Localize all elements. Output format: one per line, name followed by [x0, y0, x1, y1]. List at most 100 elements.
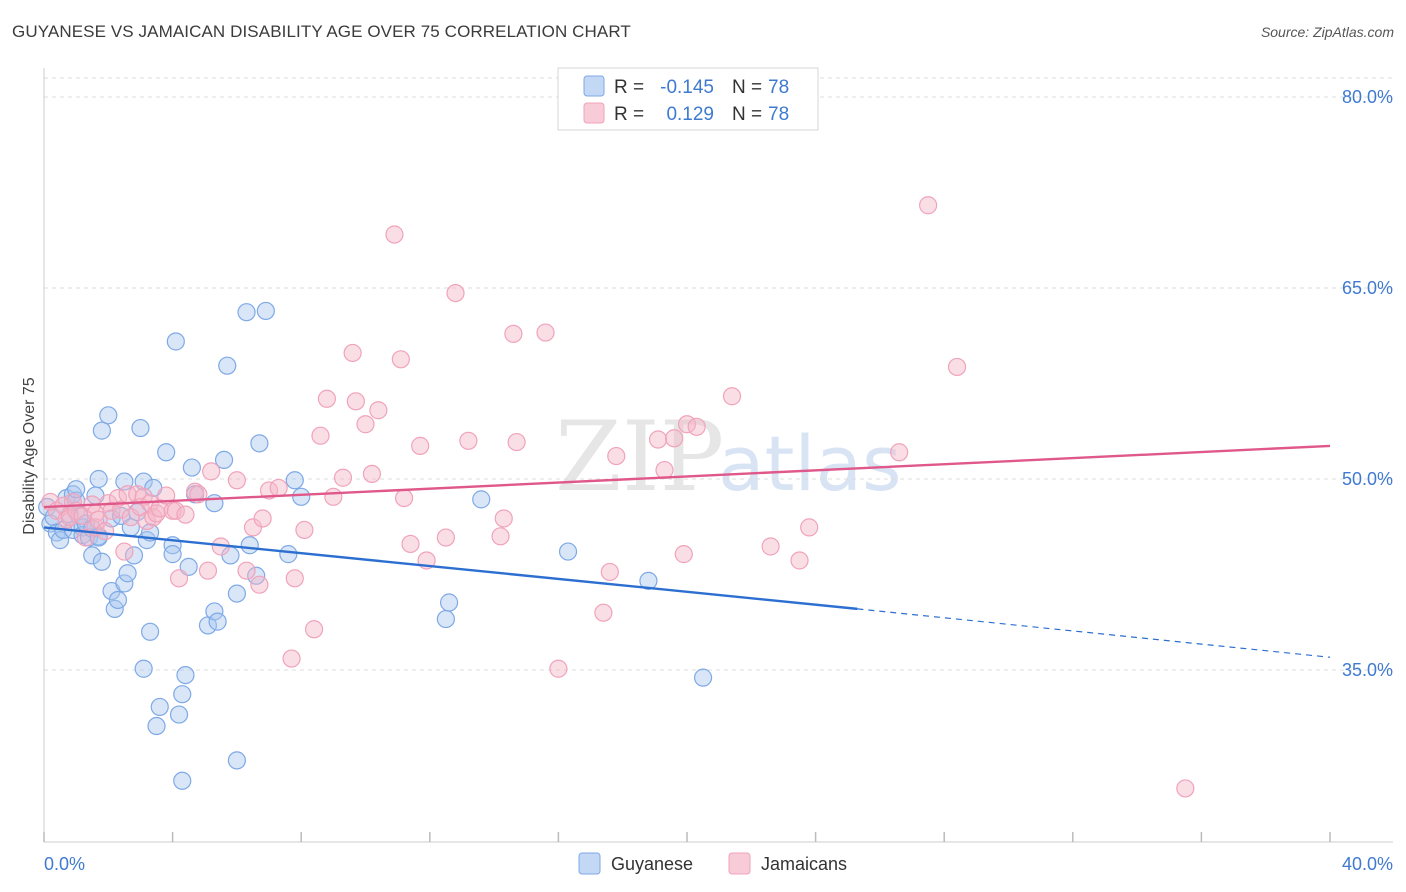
- point-guyanese: [157, 443, 176, 462]
- point-guyanese: [134, 659, 153, 678]
- point-jamaicans: [459, 431, 478, 450]
- point-jamaicans: [311, 426, 330, 445]
- point-jamaicans: [369, 401, 388, 420]
- point-guyanese: [436, 609, 455, 629]
- legend-n-label-guyanese: N =: [732, 77, 762, 98]
- legend-swatch-guyanese: [583, 75, 605, 97]
- point-jamaicans: [176, 505, 195, 524]
- point-jamaicans: [202, 462, 221, 481]
- point-guyanese: [472, 490, 491, 509]
- point-jamaicans: [295, 520, 314, 540]
- data-points: [38, 196, 1195, 798]
- point-guyanese: [92, 421, 111, 440]
- point-jamaicans: [411, 436, 430, 455]
- point-jamaicans: [285, 569, 304, 588]
- legend-swatch-jamaicans: [583, 102, 605, 124]
- point-guyanese: [693, 668, 713, 687]
- point-guyanese: [92, 552, 111, 571]
- y-tick-label: 50.0%: [1342, 469, 1393, 489]
- x-tick-label-max: 40.0%: [1342, 854, 1393, 874]
- y-tick-label: 65.0%: [1342, 278, 1393, 298]
- x-tick-label-min: 0.0%: [44, 854, 85, 874]
- trend-line-extension-guyanese: [857, 608, 1331, 658]
- grid-lines: [44, 77, 1393, 671]
- point-guyanese: [115, 574, 134, 593]
- point-jamaicans: [494, 509, 513, 528]
- point-guyanese: [83, 546, 102, 565]
- point-jamaicans: [687, 417, 706, 436]
- point-guyanese: [108, 590, 128, 610]
- point-jamaicans: [594, 603, 613, 622]
- point-guyanese: [205, 494, 224, 513]
- point-jamaicans: [343, 343, 362, 363]
- point-jamaicans: [115, 542, 134, 561]
- point-jamaicans: [648, 430, 668, 449]
- legend-r-value-guyanese: -0.145: [660, 77, 714, 98]
- point-guyanese: [124, 546, 144, 565]
- point-guyanese: [173, 771, 192, 790]
- point-jamaicans: [250, 575, 269, 594]
- legend-label-jamaicans: Jamaicans: [761, 854, 847, 874]
- legend-n-label-jamaicans: N =: [732, 104, 762, 125]
- legend-r-value-jamaicans: 0.129: [666, 104, 714, 125]
- trend-lines: [43, 444, 1331, 658]
- point-jamaicans: [198, 561, 218, 580]
- point-guyanese: [50, 531, 70, 550]
- point-jamaicans: [507, 432, 526, 452]
- point-jamaicans: [761, 537, 780, 556]
- point-guyanese: [214, 450, 234, 469]
- y-axis-tick-labels: 35.0% 50.0% 65.0% 80.0%: [1342, 87, 1393, 680]
- point-jamaicans: [317, 389, 337, 408]
- point-jamaicans: [362, 464, 382, 484]
- point-jamaicans: [385, 225, 404, 244]
- point-jamaicans: [253, 509, 272, 528]
- source-credit: Source: ZipAtlas.com: [1260, 24, 1394, 40]
- point-guyanese: [89, 469, 108, 489]
- point-guyanese: [227, 751, 246, 770]
- point-guyanese: [176, 665, 195, 685]
- point-guyanese: [237, 303, 256, 322]
- point-jamaicans: [333, 468, 353, 487]
- point-guyanese: [99, 406, 118, 425]
- point-jamaicans: [607, 446, 626, 466]
- correlation-legend: R = -0.145 N = 78 R = 0.129 N = 78: [557, 67, 819, 131]
- point-jamaicans: [722, 387, 742, 406]
- point-jamaicans: [269, 478, 288, 498]
- point-guyanese: [205, 602, 224, 621]
- point-guyanese: [147, 716, 166, 736]
- point-jamaicans: [112, 500, 131, 519]
- point-jamaicans: [665, 429, 684, 448]
- legend-n-value-jamaicans: 78: [768, 104, 789, 125]
- point-guyanese: [208, 612, 227, 631]
- point-guyanese: [118, 564, 137, 583]
- point-guyanese: [163, 545, 182, 564]
- point-guyanese: [169, 705, 189, 724]
- legend-label-guyanese: Guyanese: [611, 854, 693, 874]
- point-jamaicans: [549, 659, 568, 678]
- point-jamaicans: [394, 489, 414, 508]
- point-guyanese: [250, 434, 269, 453]
- point-guyanese: [140, 622, 160, 641]
- point-jamaicans: [157, 486, 176, 505]
- point-jamaicans: [324, 487, 343, 506]
- point-jamaicans: [446, 283, 465, 303]
- point-guyanese: [150, 697, 169, 717]
- point-guyanese: [256, 301, 275, 321]
- y-axis-label: Disability Age Over 75: [21, 377, 38, 535]
- point-guyanese: [240, 536, 259, 555]
- legend-r-label-guyanese: R =: [614, 77, 644, 98]
- point-jamaicans: [947, 357, 967, 377]
- point-guyanese: [279, 545, 298, 564]
- point-jamaicans: [436, 528, 455, 547]
- legend-swatch-bottom-guyanese: [578, 852, 601, 875]
- watermark: ZIP atlas: [555, 401, 902, 513]
- legend-n-value-guyanese: 78: [768, 77, 789, 98]
- point-jamaicans: [304, 620, 324, 639]
- point-jamaicans: [169, 569, 189, 588]
- point-jamaicans: [282, 649, 301, 668]
- watermark-atlas: atlas: [718, 419, 902, 508]
- point-guyanese: [182, 458, 201, 477]
- y-tick-label: 35.0%: [1342, 660, 1393, 680]
- point-jamaicans: [89, 510, 108, 529]
